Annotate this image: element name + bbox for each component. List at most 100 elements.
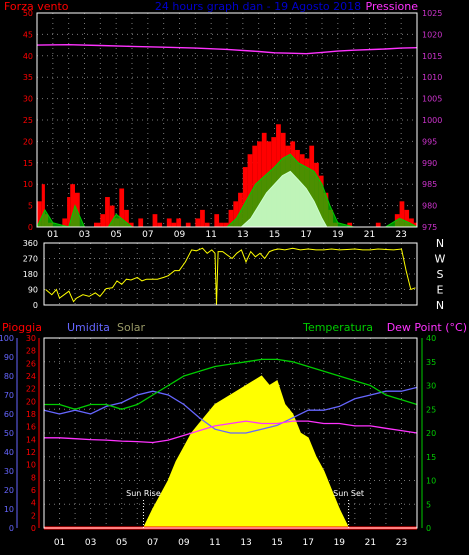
wind-bar: [62, 218, 68, 227]
humidity-tick-label: 50: [4, 429, 14, 438]
rain-tick-label: 4: [31, 499, 36, 508]
wind-bar: [409, 218, 414, 227]
dewpoint-axis-title: Dew Point (°C): [387, 321, 467, 334]
wind-tick-label: 5: [28, 202, 33, 211]
wind-bar: [67, 197, 71, 227]
temp-tick-label: 15: [426, 453, 436, 462]
wind-bar: [233, 201, 239, 227]
compass-label: E: [437, 284, 444, 297]
pressure-tick-label: 1005: [422, 95, 442, 104]
x-tick-label: 15: [271, 538, 282, 548]
compass-label: N: [436, 237, 444, 250]
x-tick-label: 05: [110, 230, 121, 240]
rain-tick-label: 6: [31, 486, 36, 495]
wind-bar: [128, 222, 134, 227]
rain-tick-label: 0: [31, 524, 36, 533]
wind-bar: [109, 205, 115, 227]
wind-pressure-panel: Forza vento 24 hours graph dan - 19 Agos…: [4, 0, 442, 240]
plot-frame: [43, 242, 418, 306]
humidity-axis-title: Umidita: [67, 321, 110, 334]
wind-bar: [219, 222, 224, 227]
wind-tick-label: 30: [23, 95, 33, 104]
x-tick-label: 01: [54, 538, 65, 548]
solar-axis-title: Solar: [117, 321, 146, 334]
wind-tick-label: 10: [23, 180, 33, 189]
x-tick-label: 21: [365, 538, 376, 548]
wind-tick-label: 20: [23, 137, 33, 146]
wind-bar: [100, 214, 106, 227]
x-tick-label: 21: [364, 230, 375, 240]
compass-label: W: [435, 253, 446, 266]
rain-tick-label: 16: [26, 423, 36, 432]
wind-bar: [399, 201, 405, 227]
pressure-tick-label: 975: [422, 223, 437, 232]
wind-bar: [375, 222, 381, 227]
wind-bar: [138, 218, 144, 227]
wind-bar: [204, 222, 210, 227]
x-tick-label: 09: [178, 538, 190, 548]
plot-frame: [36, 12, 418, 228]
rain-tick-label: 8: [31, 473, 36, 482]
rain-tick-label: 22: [26, 385, 36, 394]
direction-line: [45, 247, 416, 306]
wind-bar: [214, 214, 220, 227]
dewpoint-line: [44, 420, 418, 444]
x-tick-label: 19: [332, 230, 344, 240]
compass-label: N: [436, 299, 444, 312]
wind-bar: [157, 222, 163, 227]
wind-bar: [152, 214, 158, 227]
rain-tick-label: 10: [26, 461, 36, 470]
pressure-tick-label: 985: [422, 180, 437, 189]
x-tick-label: 17: [300, 230, 311, 240]
calm-area: [37, 170, 417, 228]
wind-bar: [247, 154, 253, 227]
solar-area: [143, 375, 350, 529]
wind-bar: [94, 222, 101, 227]
pressure-tick-label: 1020: [422, 30, 442, 39]
wind-bar: [242, 167, 248, 227]
pressure-tick-label: 995: [422, 137, 437, 146]
x-tick-label: 03: [79, 230, 90, 240]
humidity-tick-label: 60: [4, 410, 14, 419]
x-tick-label: 11: [205, 230, 216, 240]
x-tick-label: 23: [395, 230, 406, 240]
pressure-tick-label: 1000: [422, 116, 442, 125]
humidity-tick-label: 90: [4, 353, 14, 362]
wind-bar: [223, 222, 229, 227]
wind-bar: [70, 184, 75, 227]
sunset-label: Sun Set: [333, 489, 364, 498]
rain-tick-label: 2: [31, 511, 36, 520]
wind-tick-label: 40: [23, 52, 33, 61]
rain-axis-title: Pioggia: [2, 321, 42, 334]
wind-bar: [37, 201, 42, 227]
humidity-tick-label: 70: [4, 391, 14, 400]
x-tick-label: 17: [302, 538, 313, 548]
wind-bar: [166, 218, 172, 227]
wind-bar: [228, 209, 234, 227]
x-tick-label: 01: [47, 230, 58, 240]
temp-tick-label: 20: [426, 429, 436, 438]
x-tick-label: 07: [142, 230, 153, 240]
temp-tick-label: 5: [426, 500, 431, 509]
rain-tick-label: 30: [26, 334, 36, 343]
rain-tick-label: 28: [26, 347, 36, 356]
pressure-tick-label: 980: [422, 202, 437, 211]
x-tick-label: 07: [147, 538, 158, 548]
chart-title: 24 hours graph dan - 19 Agosto 2018: [155, 0, 361, 13]
pressure-line: [36, 43, 418, 55]
compass-label: S: [437, 268, 444, 281]
rain-tick-label: 20: [26, 397, 36, 406]
wind-bar: [238, 192, 243, 227]
pressure-tick-label: 1025: [422, 9, 442, 18]
direction-tick-label: 270: [23, 255, 38, 264]
wind-bar: [119, 188, 125, 227]
x-tick-label: 15: [269, 230, 280, 240]
direction-tick-label: 360: [23, 239, 38, 248]
rain-tick-label: 12: [26, 448, 36, 457]
wind-bar: [124, 209, 129, 227]
wind-bar: [404, 209, 410, 227]
direction-tick-label: 180: [23, 270, 38, 279]
wind-tick-label: 0: [28, 223, 33, 232]
x-tick-label: 23: [396, 538, 407, 548]
humidity-tick-label: 20: [4, 486, 14, 495]
